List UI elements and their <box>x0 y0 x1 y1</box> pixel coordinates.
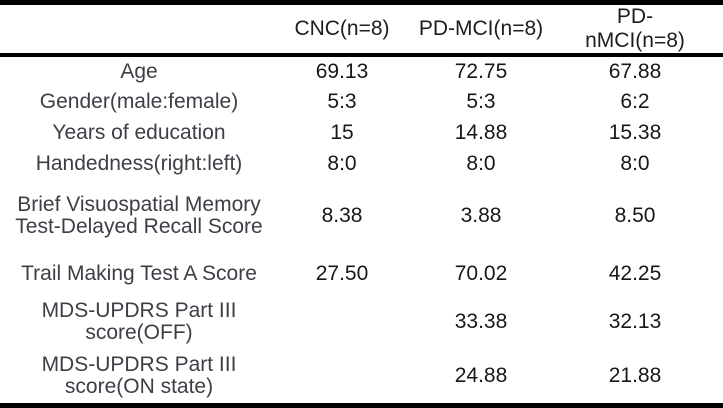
table-row-bvmt-delayed-recall: Brief Visuospatial Memory Test-Delayed R… <box>0 179 723 253</box>
table-row-handedness: Handedness(right:left) 8:0 8:0 8:0 <box>0 148 723 179</box>
row-label: Gender(male:female) <box>39 89 239 113</box>
cell-pd-mci: 5:3 <box>466 89 496 113</box>
row-label: Brief Visuospatial Memory Test-Delayed R… <box>15 193 263 238</box>
cell-pd-nmci: 32.13 <box>608 310 662 333</box>
header-cell-cnc: CNC(n=8) <box>294 17 390 40</box>
cell-pd-nmci: 42.25 <box>608 262 662 285</box>
table-row-trail-making-a: Trail Making Test A Score 27.50 70.02 42… <box>0 253 723 295</box>
cell-pd-nmci: 15.38 <box>608 120 662 144</box>
header-cell-empty <box>0 3 290 56</box>
table-body: Age 69.13 72.75 67.88 Gender(male:female… <box>0 55 723 405</box>
header-cell-pd-nmci: PD-nMCI(n=8) <box>585 5 685 52</box>
cell-pd-nmci: 21.88 <box>608 363 662 387</box>
cell-cnc: 8:0 <box>327 151 357 175</box>
cell-pd-mci: 14.88 <box>454 120 508 144</box>
table-header: CNC(n=8) PD-MCI(n=8) PD-nMCI(n=8) <box>0 3 723 56</box>
table-row-age: Age 69.13 72.75 67.88 <box>0 55 723 86</box>
row-label: MDS-UPDRS Part III score(OFF) <box>41 299 237 344</box>
row-label: Handedness(right:left) <box>35 151 243 175</box>
cell-pd-nmci: 6:2 <box>620 89 650 113</box>
cell-pd-mci: 70.02 <box>454 262 508 285</box>
cell-cnc: 69.13 <box>315 59 369 83</box>
table-row-mds-updrs-on: MDS-UPDRS Part III score(ON state) 24.88… <box>0 349 723 405</box>
cell-cnc: 15 <box>330 120 354 144</box>
cell-pd-mci: 3.88 <box>460 204 502 227</box>
cell-pd-nmci: 8:0 <box>620 151 650 175</box>
cell-pd-mci: 33.38 <box>454 310 508 333</box>
cell-cnc: 5:3 <box>327 89 357 113</box>
cell-cnc: 8.38 <box>321 204 363 227</box>
cell-cnc <box>290 295 394 349</box>
header-cell-pd-mci: PD-MCI(n=8) <box>418 17 544 40</box>
row-label: Age <box>120 59 158 83</box>
cell-pd-mci: 8:0 <box>466 151 496 175</box>
row-label: Trail Making Test A Score <box>21 262 257 285</box>
table-row-education: Years of education 15 14.88 15.38 <box>0 117 723 148</box>
table-row-mds-updrs-off: MDS-UPDRS Part III score(OFF) 33.38 32.1… <box>0 295 723 349</box>
row-label: Years of education <box>52 120 226 144</box>
row-label: MDS-UPDRS Part III score(ON state) <box>41 352 237 398</box>
cell-pd-mci: 72.75 <box>454 59 508 83</box>
table-row-gender: Gender(male:female) 5:3 5:3 6:2 <box>0 86 723 117</box>
cell-pd-mci: 24.88 <box>454 363 508 387</box>
cell-cnc <box>290 349 394 405</box>
cell-cnc: 27.50 <box>315 262 369 285</box>
header-row: CNC(n=8) PD-MCI(n=8) PD-nMCI(n=8) <box>0 3 723 56</box>
cell-pd-nmci: 8.50 <box>614 204 656 227</box>
cell-pd-nmci: 67.88 <box>608 59 662 83</box>
